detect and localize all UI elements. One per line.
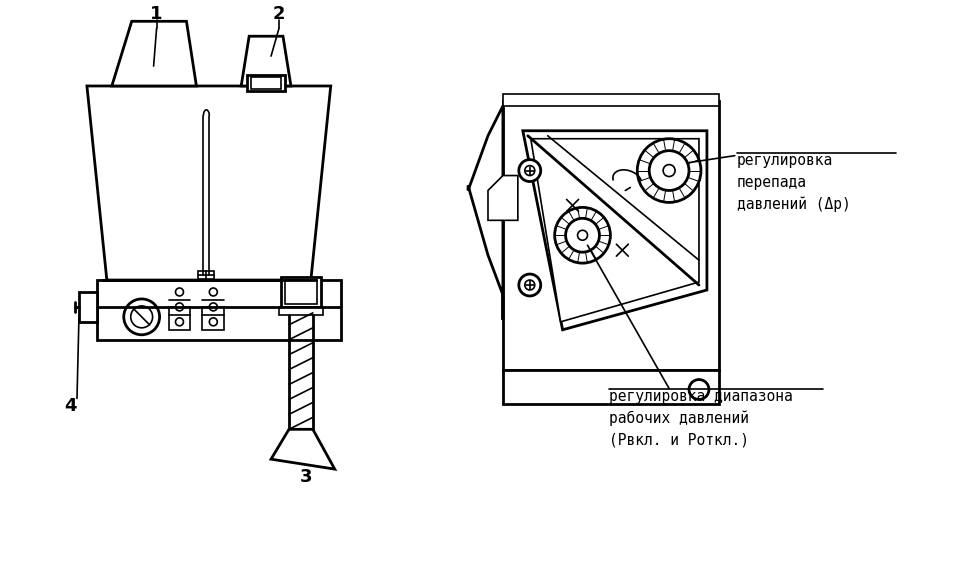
Bar [251,77,281,89]
Circle shape [524,166,535,175]
Bar [248,75,285,91]
Circle shape [578,230,587,240]
Circle shape [566,218,599,252]
Circle shape [210,288,218,296]
Bar [198,271,215,279]
Text: 1: 1 [151,5,163,24]
Circle shape [519,274,541,296]
Bar [202,307,224,330]
Circle shape [176,288,184,296]
Circle shape [650,151,689,190]
Polygon shape [488,175,518,220]
Text: (Рвкл. и Роткл.): (Рвкл. и Роткл.) [610,433,750,448]
Text: рабочих давлений: рабочих давлений [610,411,750,426]
Bar [97,280,341,340]
Circle shape [663,164,675,177]
Text: 4: 4 [64,397,77,415]
Text: регулировка диапазона: регулировка диапазона [610,389,793,404]
Text: регулировка: регулировка [737,153,833,168]
Circle shape [524,280,535,290]
Bar [281,277,320,307]
Circle shape [689,380,709,400]
Text: 3: 3 [300,468,312,486]
Polygon shape [241,36,291,86]
Bar [503,101,719,370]
Text: перепада: перепада [737,175,807,190]
Text: давлений (Δp): давлений (Δp) [737,197,851,212]
Text: 2: 2 [273,5,285,24]
Polygon shape [468,106,503,320]
Bar [279,307,322,315]
Circle shape [554,208,611,263]
Polygon shape [531,139,699,322]
Circle shape [519,160,541,182]
Bar [503,370,719,404]
Polygon shape [522,131,707,330]
Circle shape [210,318,218,326]
Bar [79,292,97,322]
Circle shape [176,303,184,311]
Bar [503,94,719,106]
Bar [169,307,190,330]
Circle shape [123,299,159,335]
Polygon shape [87,86,331,280]
Circle shape [210,303,218,311]
Polygon shape [271,430,335,469]
Bar [285,280,317,304]
Circle shape [637,139,701,202]
Circle shape [131,306,152,328]
Circle shape [176,318,184,326]
Polygon shape [112,21,196,86]
